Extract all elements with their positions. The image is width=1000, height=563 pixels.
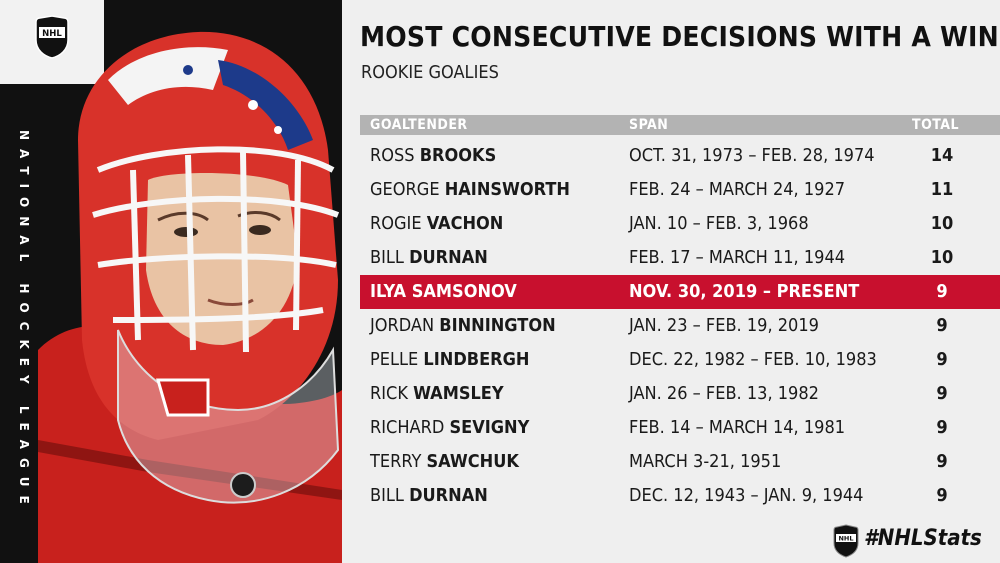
- goalie-mask-photo: [38, 31, 342, 563]
- goalie-span: JAN. 23 – FEB. 19, 2019: [629, 315, 819, 336]
- goalie-total: 9: [936, 485, 948, 506]
- goalie-span: DEC. 12, 1943 – JAN. 9, 1944: [629, 485, 864, 506]
- goalie-total: 9: [936, 349, 948, 370]
- side-league-text: NATIONAL HOCKEY LEAGUE: [6, 130, 34, 530]
- goalie-name: TERRY SAWCHUK: [370, 451, 519, 472]
- stats-table: ROSS BROOKS OCT. 31, 1973 – FEB. 28, 197…: [360, 139, 1000, 513]
- goalie-name: BILL DURNAN: [370, 247, 488, 268]
- goalie-span: JAN. 26 – FEB. 13, 1982: [629, 383, 819, 404]
- table-row: BILL DURNAN FEB. 17 – MARCH 11, 1944 10: [360, 241, 1000, 275]
- nhl-shield-icon: NHL: [35, 15, 69, 59]
- table-row: RICK WAMSLEY JAN. 26 – FEB. 13, 1982 9: [360, 377, 1000, 411]
- goalie-name: ILYA SAMSONOV: [370, 281, 517, 302]
- goalie-total: 9: [936, 281, 948, 302]
- table-row: GEORGE HAINSWORTH FEB. 24 – MARCH 24, 19…: [360, 173, 1000, 207]
- goalie-name: ROGIE VACHON: [370, 213, 504, 234]
- goalie-name: GEORGE HAINSWORTH: [370, 179, 570, 200]
- goalie-span: OCT. 31, 1973 – FEB. 28, 1974: [629, 145, 875, 166]
- goalie-span: FEB. 14 – MARCH 14, 1981: [629, 417, 846, 438]
- table-row: JORDAN BINNINGTON JAN. 23 – FEB. 19, 201…: [360, 309, 1000, 343]
- table-row: ROSS BROOKS OCT. 31, 1973 – FEB. 28, 197…: [360, 139, 1000, 173]
- svg-text:NATIONAL HOCKEY LEAGUE: NATIONAL HOCKEY LEAGUE: [17, 130, 31, 513]
- table-row: RICHARD SEVIGNY FEB. 14 – MARCH 14, 1981…: [360, 411, 1000, 445]
- table-header: GOALTENDER SPAN TOTAL: [360, 115, 1000, 135]
- goalie-total: 11: [930, 179, 954, 200]
- table-row: TERRY SAWCHUK MARCH 3-21, 1951 9: [360, 445, 1000, 479]
- goalie-name: JORDAN BINNINGTON: [370, 315, 556, 336]
- header-span: SPAN: [629, 117, 669, 133]
- nhl-shield-icon: NHL: [833, 524, 859, 558]
- goalie-span: FEB. 17 – MARCH 11, 1944: [629, 247, 846, 268]
- table-row: PELLE LINDBERGH DEC. 22, 1982 – FEB. 10,…: [360, 343, 1000, 377]
- page-title: MOST CONSECUTIVE DECISIONS WITH A WIN: [360, 20, 999, 53]
- nhl-logo-box: NHL: [0, 0, 104, 84]
- header-total: TOTAL: [912, 117, 960, 133]
- goalie-name: PELLE LINDBERGH: [370, 349, 530, 370]
- goalie-total: 10: [930, 213, 954, 234]
- goalie-name: ROSS BROOKS: [370, 145, 497, 166]
- table-row-highlighted: ILYA SAMSONOV NOV. 30, 2019 – PRESENT 9: [360, 275, 1000, 309]
- table-row: BILL DURNAN DEC. 12, 1943 – JAN. 9, 1944…: [360, 479, 1000, 513]
- goalie-total: 14: [930, 145, 954, 166]
- goalie-total: 9: [936, 417, 948, 438]
- goalie-total: 10: [930, 247, 954, 268]
- svg-text:NHL: NHL: [42, 29, 62, 39]
- goalie-total: 9: [936, 315, 948, 336]
- photo-panel: NHL NATIONAL HOCKEY LEAGUE: [0, 0, 342, 563]
- goalie-span: MARCH 3-21, 1951: [629, 451, 782, 472]
- goalie-name: RICHARD SEVIGNY: [370, 417, 530, 438]
- header-goaltender: GOALTENDER: [370, 117, 468, 133]
- table-row: ROGIE VACHON JAN. 10 – FEB. 3, 1968 10: [360, 207, 1000, 241]
- goalie-span: DEC. 22, 1982 – FEB. 10, 1983: [629, 349, 877, 370]
- goalie-name: RICK WAMSLEY: [370, 383, 504, 404]
- goalie-span: NOV. 30, 2019 – PRESENT: [629, 281, 860, 302]
- goalie-span: JAN. 10 – FEB. 3, 1968: [629, 213, 809, 234]
- hashtag-text: #NHLStats: [864, 526, 982, 551]
- page-subtitle: ROOKIE GOALIES: [361, 62, 499, 83]
- goalie-total: 9: [936, 451, 948, 472]
- goalie-name: BILL DURNAN: [370, 485, 488, 506]
- goalie-span: FEB. 24 – MARCH 24, 1927: [629, 179, 846, 200]
- goalie-total: 9: [936, 383, 948, 404]
- svg-text:NHL: NHL: [838, 535, 853, 543]
